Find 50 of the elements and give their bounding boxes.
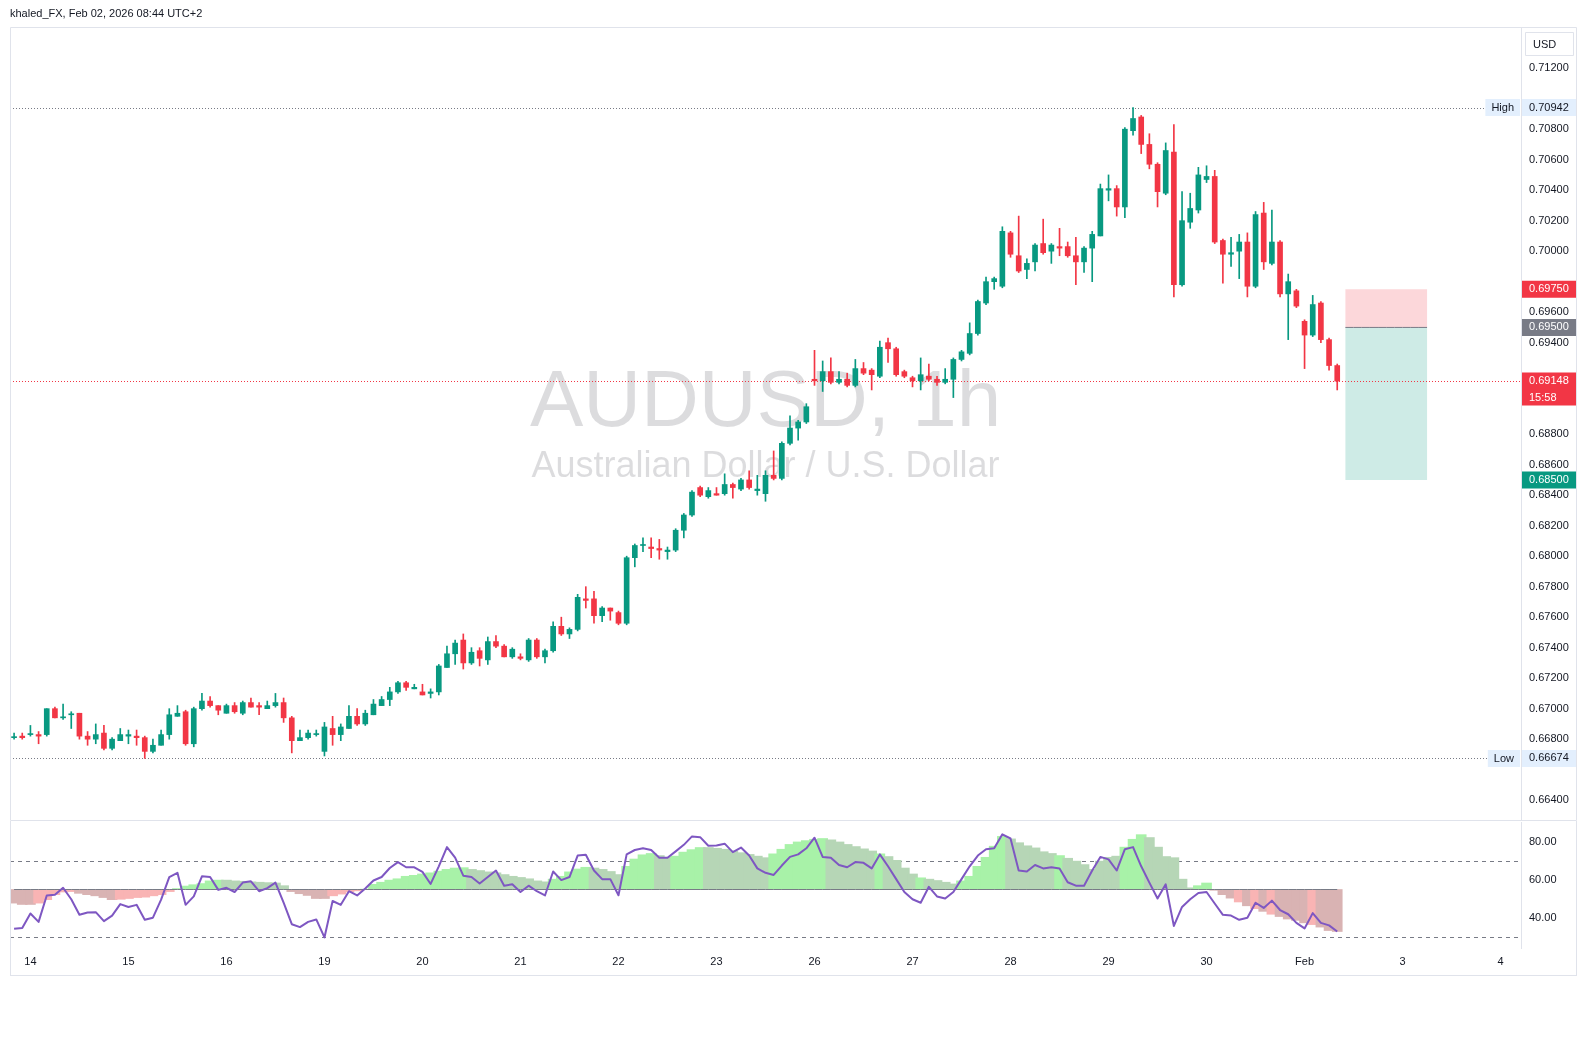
x-tick-label: 21	[514, 954, 527, 967]
y-tick-label: 0.67600	[1529, 610, 1569, 623]
y-axis-title: USD	[1533, 37, 1557, 50]
x-tick-label: 14	[24, 954, 37, 967]
y-tick-label: 0.70000	[1529, 244, 1569, 257]
y-tick-label: 0.68600	[1529, 457, 1569, 470]
text: 15:58	[1529, 390, 1557, 403]
y-tick-label: 0.67200	[1529, 671, 1569, 684]
y-tick-label: 0.68400	[1529, 488, 1569, 501]
y-tick-label: 0.70200	[1529, 213, 1569, 226]
x-tick-label: 4	[1497, 954, 1504, 967]
x-tick-label: 15	[122, 954, 135, 967]
y-tick-label: 0.67000	[1529, 701, 1569, 714]
x-tick-label: 27	[906, 954, 919, 967]
x-tick-label: 3	[1399, 954, 1406, 967]
y-tick-label: 0.66400	[1529, 793, 1569, 806]
y-tick-label: 0.69148	[1529, 374, 1569, 387]
y-tick-label: 0.69600	[1529, 305, 1569, 318]
y-tick-label: 0.68500	[1529, 472, 1569, 485]
ref-line-label: High	[1491, 101, 1514, 114]
y-tick-label: 0.67400	[1529, 640, 1569, 653]
x-tick-label: 29	[1102, 954, 1115, 967]
x-tick-label: 26	[808, 954, 821, 967]
x-tick-label: 22	[612, 954, 625, 967]
y-tick-label: 0.70600	[1529, 152, 1569, 165]
y-tick-label: 0.70800	[1529, 122, 1569, 135]
y-tick-label: 0.70400	[1529, 183, 1569, 196]
y-tick-label: 40.00	[1529, 911, 1557, 924]
x-tick-label: 19	[318, 954, 331, 967]
y-tick-label: 0.69750	[1529, 282, 1569, 295]
y-tick-label: 0.71200	[1529, 61, 1569, 74]
x-tick-label: 20	[416, 954, 429, 967]
y-tick-label: 0.70942	[1529, 100, 1569, 113]
y-tick-label: 0.68200	[1529, 518, 1569, 531]
y-tick-label: 0.67800	[1529, 579, 1569, 592]
y-tick-label: 0.68800	[1529, 427, 1569, 440]
x-tick-label: Feb	[1295, 954, 1315, 967]
y-tick-label: 60.00	[1529, 872, 1557, 885]
y-tick-label: 0.68000	[1529, 549, 1569, 562]
y-tick-label: 0.69500	[1529, 320, 1569, 333]
ref-line-label: Low	[1493, 751, 1515, 764]
x-tick-label: 16	[220, 954, 233, 967]
x-tick-label: 23	[710, 954, 723, 967]
y-tick-label: 0.66800	[1529, 732, 1569, 745]
x-tick-label: 28	[1004, 954, 1017, 967]
text: khaled_FX, Feb 02, 2026 08:44 UTC+2	[10, 6, 203, 20]
x-tick-label: 30	[1200, 954, 1213, 967]
y-tick-label: 80.00	[1529, 834, 1557, 847]
y-tick-label: 0.69400	[1529, 335, 1569, 348]
y-tick-label: 0.66674	[1529, 751, 1569, 764]
